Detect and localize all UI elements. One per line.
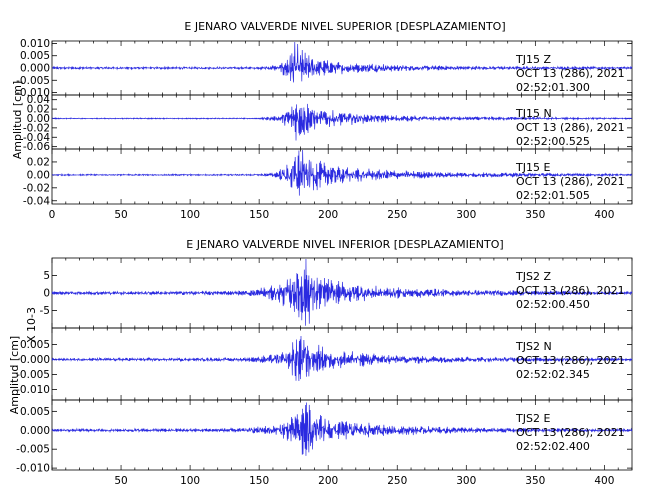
y-tick-label: 0.005 — [20, 339, 50, 351]
x-tick-label: 0 — [49, 209, 56, 221]
waveform-trace — [51, 41, 633, 83]
x-tick-label: 250 — [387, 209, 407, 221]
y-tick-label: -0.010 — [16, 463, 50, 475]
station-component-label: TJ15 E — [515, 161, 550, 174]
upper-level-chart: E JENARO VALVERDE NIVEL SUPERIOR [DESPLA… — [11, 20, 633, 221]
x-tick-label: 300 — [456, 475, 476, 487]
x-tick-label: 400 — [594, 475, 614, 487]
y-tick-label: 0.04 — [27, 94, 51, 106]
y-tick-label: -5 — [40, 305, 50, 317]
y-tick-label: 0.000 — [20, 425, 50, 437]
y-tick-label: -0.06 — [23, 141, 50, 153]
record-time: 02:52:00.525 — [516, 135, 590, 148]
record-time: 02:52:00.450 — [516, 298, 590, 311]
y-tick-label: 0.00 — [27, 113, 50, 125]
y-axis-scale-label: X 10-3 — [25, 307, 38, 343]
y-tick-label: -0.02 — [23, 122, 50, 134]
y-tick-label: 0.02 — [27, 156, 50, 168]
y-tick-label: 0.02 — [27, 104, 50, 116]
station-component-label: TJS2 Z — [515, 270, 551, 283]
x-tick-label: 150 — [249, 209, 269, 221]
y-tick-label: 0.000 — [20, 63, 50, 75]
record-date: OCT 13 (286), 2021 — [516, 67, 625, 80]
station-component-label: TJS2 N — [515, 340, 552, 353]
y-tick-label: 0.005 — [20, 50, 50, 62]
lower-level-chart: E JENARO VALVERDE NIVEL INFERIOR [DESPLA… — [8, 238, 633, 487]
waveform-trace — [51, 103, 633, 141]
x-tick-label: 200 — [318, 209, 338, 221]
record-date: OCT 13 (286), 2021 — [516, 175, 625, 188]
x-tick-label: 300 — [456, 209, 476, 221]
y-tick-label: 0.005 — [20, 406, 50, 418]
record-date: OCT 13 (286), 2021 — [516, 426, 625, 439]
x-tick-label: 50 — [114, 209, 127, 221]
record-time: 02:52:02.400 — [516, 440, 590, 453]
record-time: 02:52:01.505 — [516, 189, 590, 202]
chart-title-lower: E JENARO VALVERDE NIVEL INFERIOR [DESPLA… — [186, 238, 503, 251]
y-tick-label: -0.010 — [16, 87, 50, 99]
x-tick-label: 100 — [180, 209, 200, 221]
record-time: 02:52:01.300 — [516, 81, 590, 94]
y-tick-label: -0.04 — [23, 195, 50, 207]
y-tick-label: 5 — [43, 270, 50, 282]
x-tick-label: 200 — [318, 475, 338, 487]
waveform-trace — [51, 402, 633, 456]
y-tick-label: 0 — [43, 288, 50, 300]
waveform-trace — [51, 258, 633, 326]
x-tick-label: 400 — [594, 209, 614, 221]
station-component-label: TJ15 N — [515, 107, 552, 120]
chart-title-upper: E JENARO VALVERDE NIVEL SUPERIOR [DESPLA… — [184, 20, 505, 33]
y-tick-label: -0.02 — [23, 182, 50, 194]
y-tick-label: -0.005 — [16, 369, 50, 381]
waveform-trace — [51, 336, 633, 382]
x-tick-label: 150 — [249, 475, 269, 487]
y-axis-label-lower: Amplitud [cm] — [8, 336, 21, 414]
record-time: 02:52:02.345 — [516, 368, 590, 381]
x-tick-label: 250 — [387, 475, 407, 487]
record-date: OCT 13 (286), 2021 — [516, 284, 625, 297]
x-tick-label: 350 — [525, 209, 545, 221]
x-tick-label: 100 — [180, 475, 200, 487]
y-tick-label: -0.005 — [16, 444, 50, 456]
y-tick-label: -0.04 — [23, 132, 50, 144]
y-tick-label: 0.010 — [20, 38, 50, 50]
y-axis-label-upper: Amplitud [cm] — [11, 81, 24, 159]
station-component-label: TJ15 Z — [515, 53, 551, 66]
waveform-trace — [51, 150, 633, 196]
x-tick-label: 50 — [114, 475, 127, 487]
record-date: OCT 13 (286), 2021 — [516, 121, 625, 134]
y-tick-label: -0.005 — [16, 75, 50, 87]
station-component-label: TJS2 E — [515, 412, 550, 425]
y-tick-label: 0.00 — [27, 169, 50, 181]
x-tick-label: 350 — [525, 475, 545, 487]
record-date: OCT 13 (286), 2021 — [516, 354, 625, 367]
y-tick-label: -0.010 — [16, 384, 50, 396]
y-tick-label: 0.000 — [20, 354, 50, 366]
